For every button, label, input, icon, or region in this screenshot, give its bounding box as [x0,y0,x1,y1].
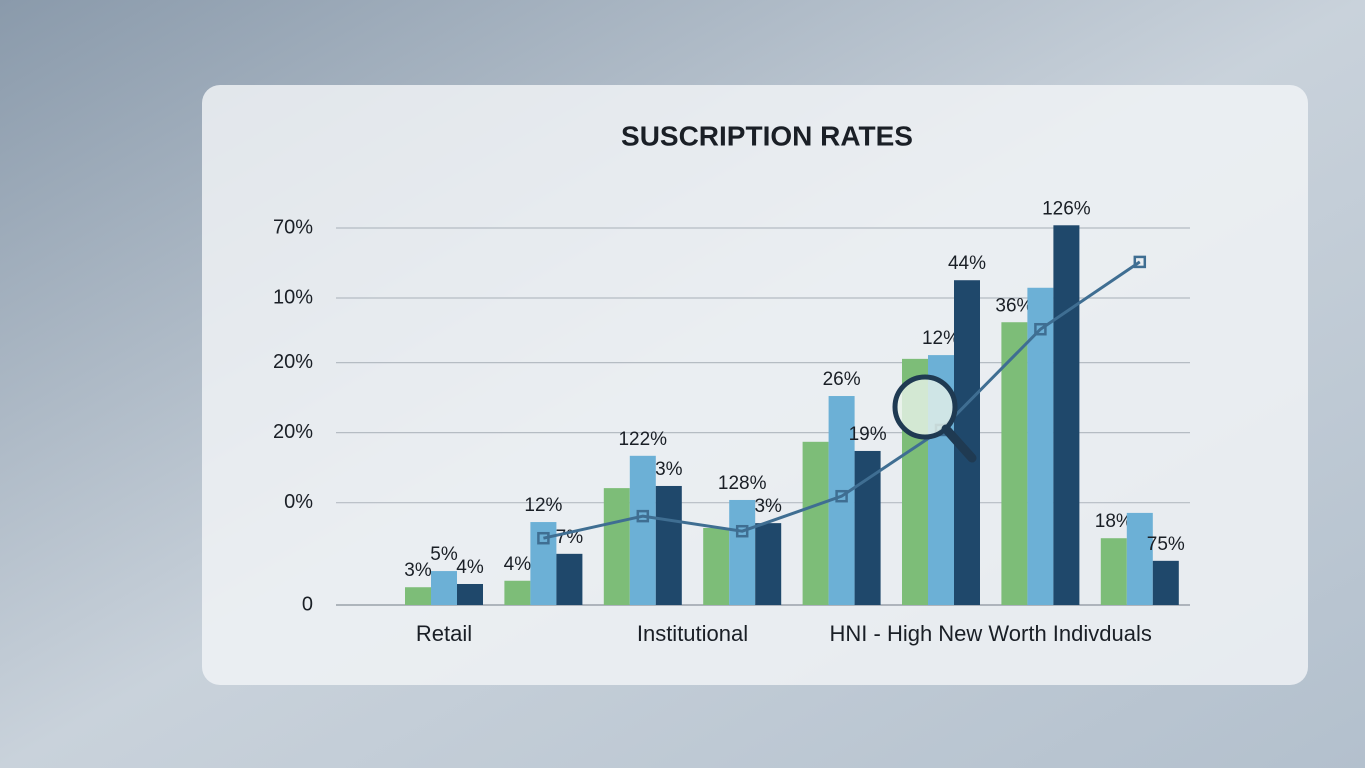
trend-line [543,260,1141,540]
bar [530,522,557,605]
magnifier-icon [892,374,977,463]
line-marker [1133,255,1147,269]
bar [1027,287,1054,605]
y-tick-label: 70% [273,216,313,238]
bar [556,553,583,605]
category-label: HNI - High New Worth Indivduals [830,621,1152,646]
data-label: 128% [718,473,767,494]
data-label: 3% [404,560,432,581]
bar [1001,322,1028,605]
y-tick-label: 0 [302,593,313,615]
data-label: 18% [1095,511,1133,532]
bar [703,527,730,605]
chart-title: SUSCRIPTION RATES [621,120,913,151]
data-label: 3% [655,459,683,480]
bar [603,488,630,605]
y-tick-label: 0% [284,491,313,513]
category-label: Institutional [637,621,748,646]
bar [854,450,881,605]
bar [457,583,483,605]
data-label: 12% [524,495,562,516]
data-label: 3% [754,496,782,517]
bar [655,485,682,605]
bar [1152,560,1179,605]
line-marker [835,489,848,503]
bar [1100,538,1127,605]
bar [755,523,782,605]
data-label: 122% [618,429,667,450]
data-label: 36% [995,295,1033,316]
bar [629,455,656,605]
data-label: 44% [948,253,986,274]
bar [504,580,531,605]
bar [405,587,431,605]
data-label: 75% [1147,534,1185,555]
category-label: Retail [416,621,472,646]
line-marker [636,509,650,523]
y-tick-label: 20% [273,351,313,373]
data-label: 4% [504,554,532,575]
data-label: 126% [1042,198,1091,219]
data-label: 12% [922,328,960,349]
data-label: 4% [456,557,484,578]
line-marker [537,531,550,545]
data-label: 19% [849,424,887,445]
line-marker [735,524,749,538]
bar [431,571,457,605]
bar [729,499,756,605]
y-tick-label: 10% [273,286,313,308]
bar [1053,225,1080,606]
data-label: 5% [430,544,458,565]
line-marker [1034,322,1047,336]
bar [1126,512,1153,605]
bar [802,441,829,605]
y-tick-label: 20% [273,421,313,443]
data-label: 26% [823,369,861,390]
